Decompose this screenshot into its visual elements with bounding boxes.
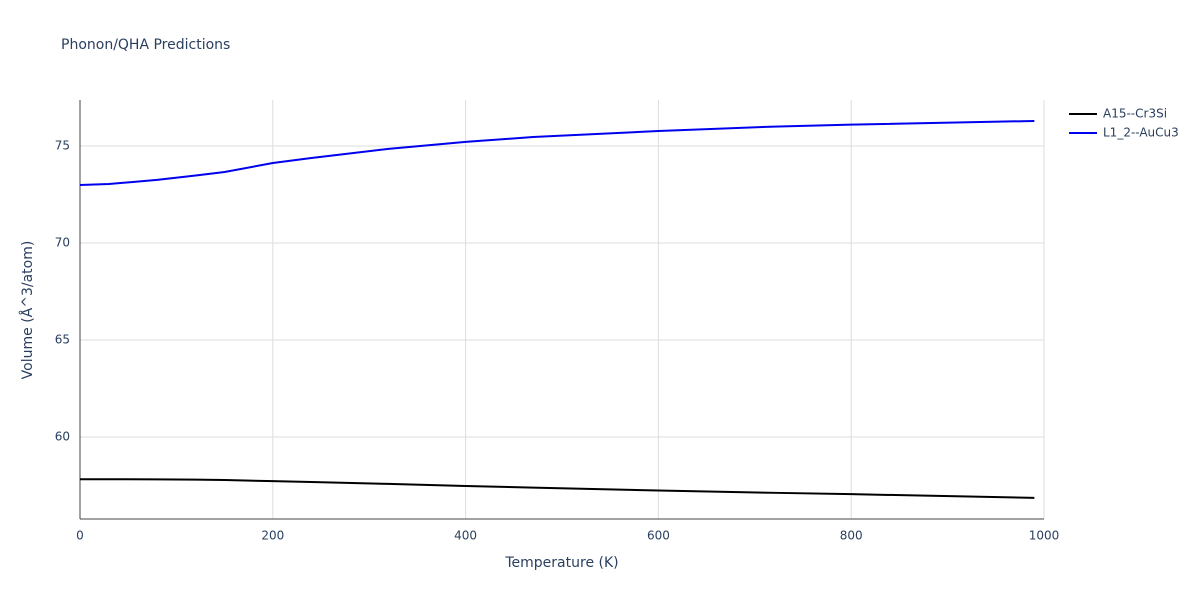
y-tick-label: 70 bbox=[55, 235, 70, 249]
x-tick-label: 800 bbox=[840, 529, 863, 543]
line-series bbox=[80, 478, 1035, 499]
y-tick-label: 60 bbox=[55, 429, 70, 443]
x-tick-label: 600 bbox=[647, 529, 670, 543]
legend-label: L1_2--AuCu3 bbox=[1103, 126, 1179, 140]
x-tick-label: 1000 bbox=[1029, 529, 1060, 543]
legend-label: A15--Cr3Si bbox=[1103, 107, 1167, 121]
x-tick-label: 400 bbox=[454, 529, 477, 543]
chart-title: Phonon/QHA Predictions bbox=[61, 37, 230, 53]
y-tick-label: 75 bbox=[55, 138, 70, 152]
y-axis-title: Volume (Å^3/atom) bbox=[19, 241, 36, 380]
y-tick-label: 65 bbox=[55, 332, 70, 346]
x-axis-title: Temperature (K) bbox=[504, 555, 618, 571]
x-tick-label: 0 bbox=[76, 529, 84, 543]
line-series bbox=[79, 119, 1035, 186]
x-tick-label: 200 bbox=[261, 529, 284, 543]
